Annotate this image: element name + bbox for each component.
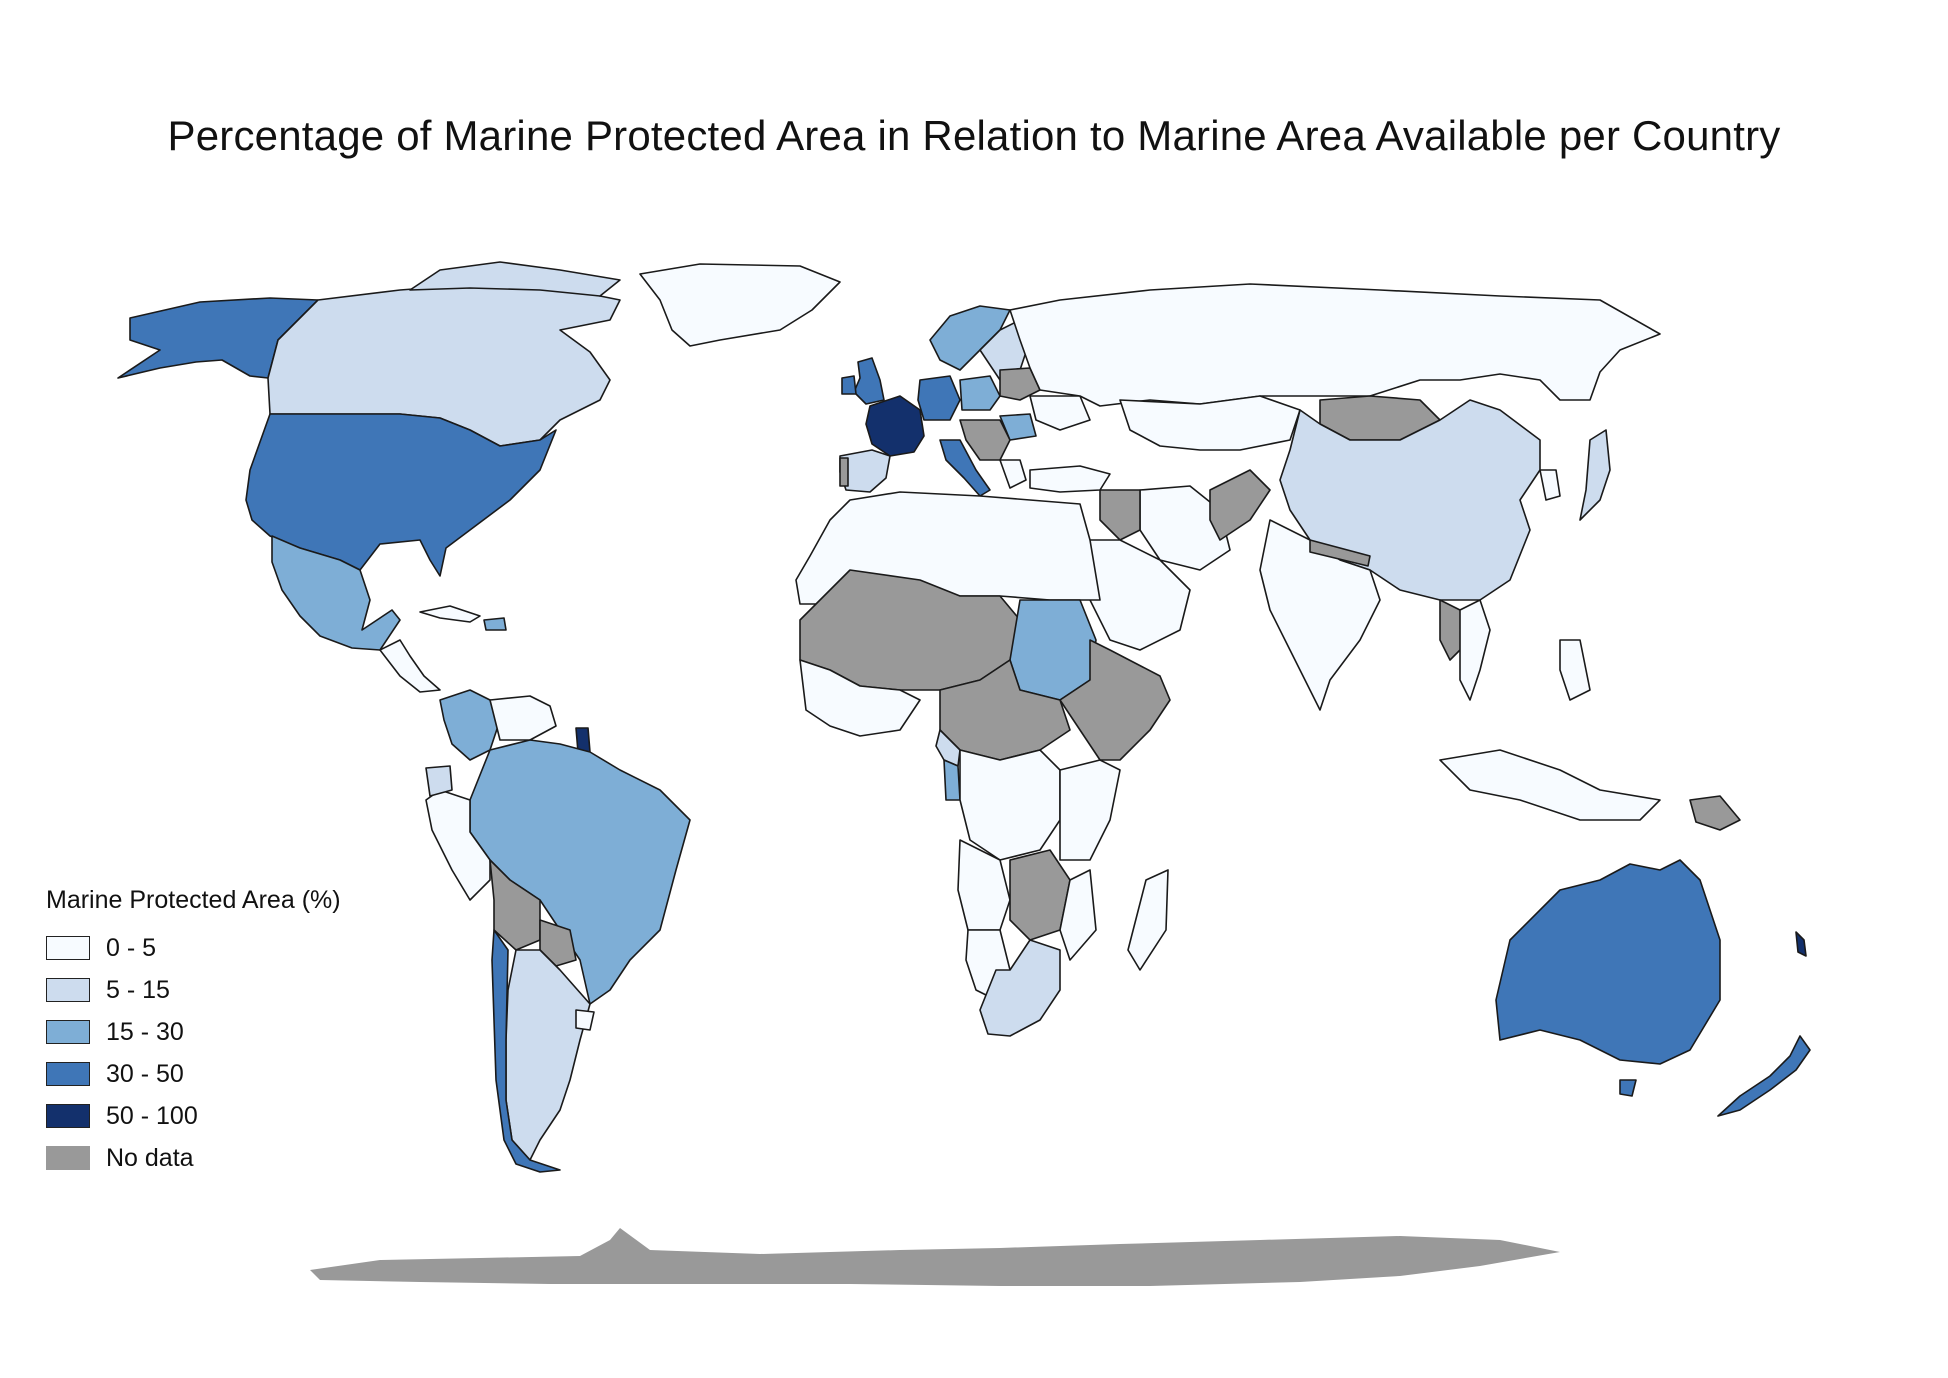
country-new-zealand	[1717, 1035, 1811, 1117]
country-venezuela	[489, 695, 557, 741]
country-southeast-asia	[1459, 599, 1491, 701]
country-dr-congo	[959, 749, 1061, 861]
country-iraq	[1099, 489, 1141, 541]
country-ireland	[841, 375, 857, 395]
country-iran	[1139, 485, 1231, 571]
legend-swatch-no-data	[46, 1146, 90, 1170]
country-uk	[853, 357, 885, 405]
antarctica	[310, 1228, 1560, 1286]
country-greenland	[639, 263, 841, 347]
legend-swatch-0-5	[46, 936, 90, 960]
legend-swatch-50-100	[46, 1104, 90, 1128]
country-korea	[1539, 469, 1561, 501]
country-paraguay	[539, 919, 577, 967]
legend-label: 30 - 50	[106, 1059, 184, 1088]
country-argentina	[505, 949, 591, 1161]
country-alaska	[117, 297, 319, 379]
legend: Marine Protected Area (%) 0 - 5 5 - 15 1…	[46, 886, 341, 1179]
country-mozambique	[1059, 869, 1097, 961]
country-portugal	[839, 457, 849, 487]
country-indonesia	[1439, 749, 1661, 821]
country-horn-africa	[1059, 639, 1171, 761]
legend-label: 0 - 5	[106, 933, 157, 962]
legend-label: 50 - 100	[106, 1101, 198, 1130]
country-papua	[1689, 795, 1741, 831]
legend-item: 30 - 50	[46, 1053, 341, 1095]
legend-item: 5 - 15	[46, 969, 341, 1011]
legend-swatch-30-50	[46, 1062, 90, 1086]
country-romania	[999, 413, 1037, 441]
legend-label: 5 - 15	[106, 975, 170, 1004]
country-kazakhstan	[1119, 395, 1301, 451]
legend-item: 0 - 5	[46, 927, 341, 969]
country-bolivia	[489, 859, 541, 951]
legend-label: No data	[106, 1143, 194, 1172]
country-mexico	[271, 535, 401, 651]
country-chile	[491, 929, 561, 1173]
country-central-america	[379, 639, 441, 693]
country-west-africa	[799, 659, 921, 737]
country-south-africa	[979, 939, 1061, 1037]
country-belarus	[999, 367, 1041, 401]
country-usa	[245, 413, 557, 577]
country-new-caledonia	[1795, 931, 1807, 957]
country-ukraine	[1029, 395, 1091, 431]
country-afghanistan	[1209, 469, 1271, 541]
country-madagascar	[1127, 869, 1169, 971]
country-canada-islands	[409, 261, 621, 297]
country-turkey	[1029, 465, 1111, 493]
legend-label: 15 - 30	[106, 1017, 184, 1046]
country-saudi-arabia	[1079, 539, 1191, 651]
legend-title: Marine Protected Area (%)	[46, 886, 341, 914]
legend-swatch-5-15	[46, 978, 90, 1002]
country-russia	[1009, 283, 1661, 407]
country-east-africa	[1059, 759, 1121, 861]
legend-swatch-15-30	[46, 1020, 90, 1044]
country-nepal	[1309, 539, 1371, 567]
country-philippines	[1559, 639, 1591, 701]
country-poland	[959, 375, 1001, 411]
country-uruguay	[575, 1009, 595, 1031]
country-gabon	[943, 759, 961, 801]
country-cuba	[419, 605, 481, 623]
country-tasmania	[1619, 1079, 1637, 1097]
country-france	[865, 395, 925, 457]
country-hispaniola	[483, 617, 507, 631]
country-greece	[999, 459, 1027, 489]
country-italy	[939, 439, 991, 497]
country-germany	[917, 375, 961, 421]
country-peru	[425, 789, 491, 901]
map-title: Percentage of Marine Protected Area in R…	[167, 112, 1781, 159]
legend-item: No data	[46, 1137, 341, 1179]
legend-item: 15 - 30	[46, 1011, 341, 1053]
country-ecuador	[425, 765, 453, 797]
country-australia	[1495, 859, 1721, 1065]
legend-item: 50 - 100	[46, 1095, 341, 1137]
country-japan	[1579, 429, 1611, 521]
